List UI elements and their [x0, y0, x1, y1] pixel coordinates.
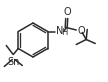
- Text: O: O: [77, 26, 85, 36]
- Text: N: N: [56, 26, 63, 36]
- Text: Sn: Sn: [7, 57, 19, 67]
- Text: O: O: [63, 7, 71, 17]
- Text: H: H: [61, 28, 68, 37]
